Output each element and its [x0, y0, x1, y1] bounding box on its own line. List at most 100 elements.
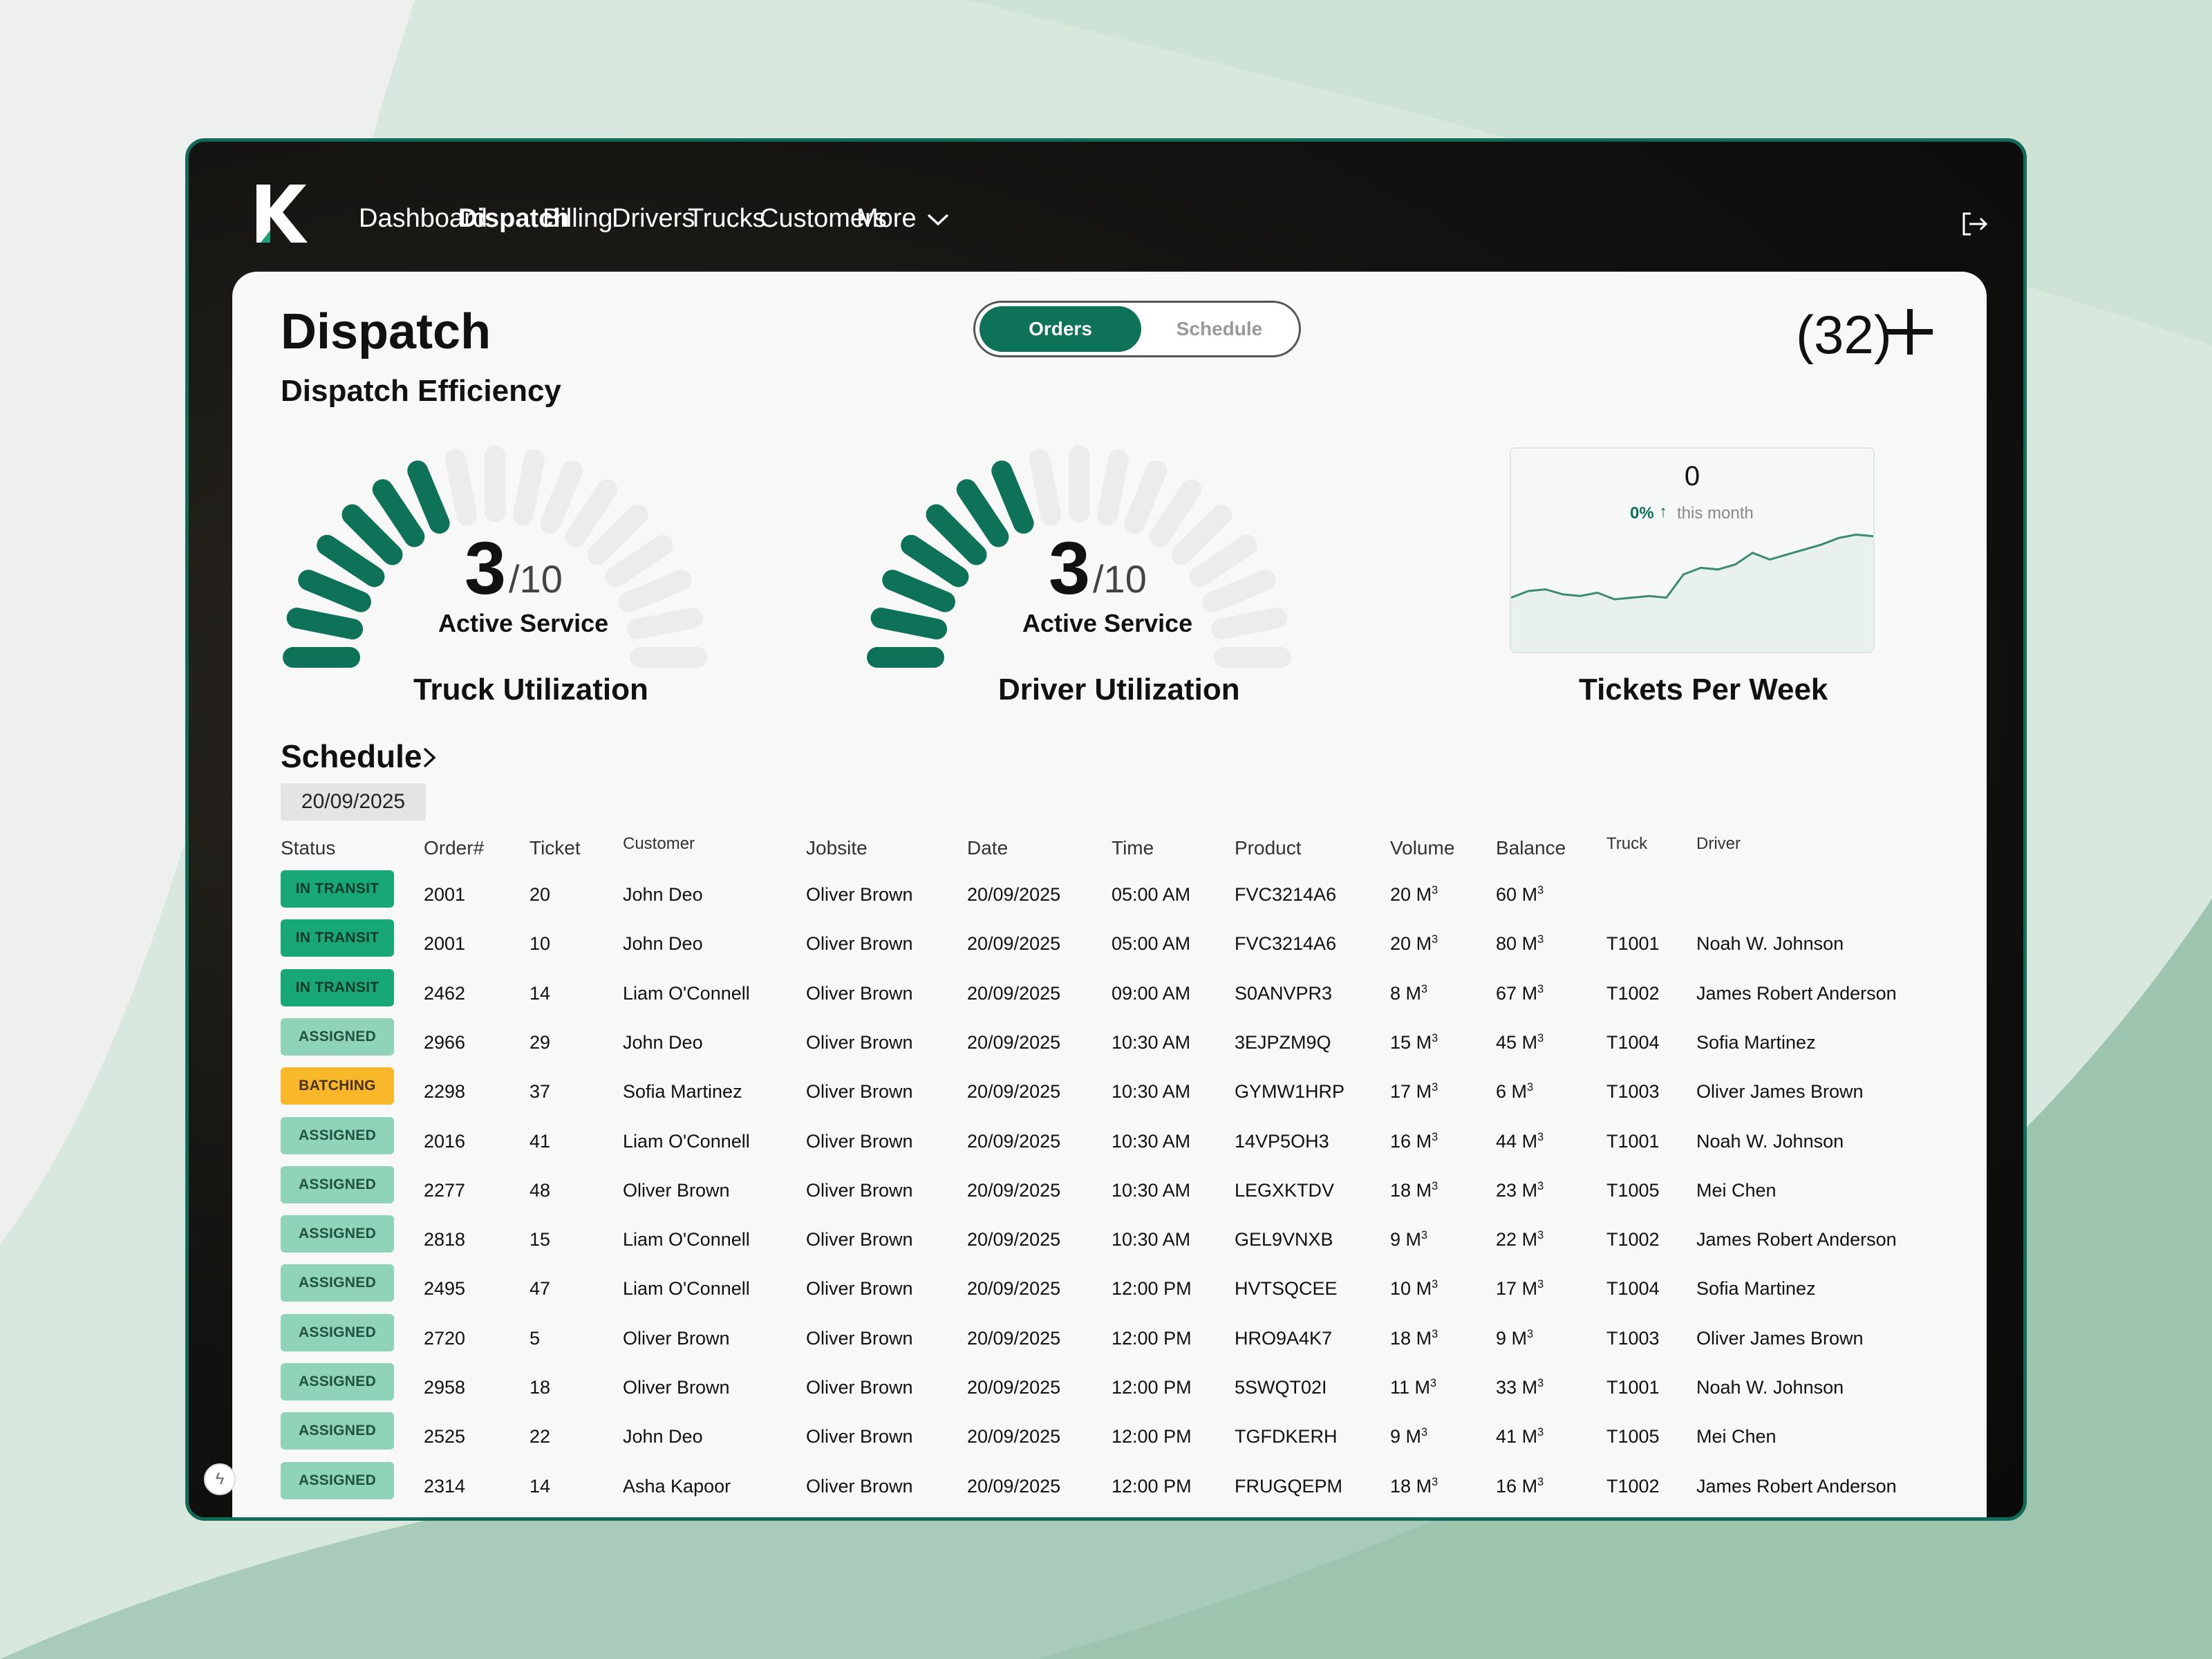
volume-unit: M [1416, 1031, 1432, 1053]
col-order[interactable]: Order# [424, 837, 485, 859]
nav-dashboard[interactable]: Dashboard [359, 204, 487, 233]
dispatch-panel: Dispatch Dispatch Efficiency Orders Sche… [232, 272, 1987, 1517]
cell-truck: T1005 [1606, 1426, 1660, 1447]
cell-volume: 9 M3 [1390, 1426, 1428, 1447]
cell-product: FVC3214A6 [1235, 933, 1337, 955]
cell-order: 2016 [424, 1130, 466, 1152]
status-badge: ASSIGNED [281, 1412, 394, 1450]
cell-order: 2298 [424, 1081, 466, 1103]
table-row[interactable]: ASSIGNED 2277 48 Oliver Brown Oliver Brown 20… [232, 1165, 1987, 1215]
balance-unit: M [1521, 1426, 1538, 1447]
col-product[interactable]: Product [1235, 837, 1302, 859]
cell-volume: 20 M3 [1390, 884, 1438, 905]
cell-order: 2818 [424, 1229, 466, 1250]
cell-order: 2966 [424, 1031, 466, 1053]
truck-utilization-gauge: 3 /10 Active Service [274, 436, 716, 671]
table-row[interactable]: BATCHING 2298 37 Sofia Martinez Oliver Brown… [232, 1067, 1987, 1116]
nav-dispatch[interactable]: Dispatch [458, 204, 570, 233]
balance-unit: M [1521, 1475, 1538, 1497]
table-row[interactable]: ASSIGNED 2966 29 John Deo Oliver Brown 20/09/… [232, 1018, 1987, 1067]
cell-jobsite: Oliver Brown [806, 982, 913, 1004]
volume-unit: M [1416, 1475, 1432, 1497]
volume-value: 15 [1390, 1031, 1412, 1053]
table-row[interactable]: ASSIGNED 2495 47 Liam O'Connell Oliver Brown… [232, 1264, 1987, 1313]
gauge-segment [512, 449, 545, 526]
col-driver[interactable]: Driver [1696, 834, 1741, 853]
balance-value: 33 [1496, 1377, 1517, 1398]
driver-utilization-gauge: 3 /10 Active Service [858, 436, 1300, 671]
toggle-schedule[interactable]: Schedule [1176, 318, 1263, 339]
cell-truck: T1004 [1606, 1278, 1660, 1300]
gauge-segment [870, 608, 948, 640]
lightning-icon[interactable]: ϟ [204, 1463, 236, 1495]
chevron-right-icon[interactable] [420, 746, 438, 769]
table-row[interactable]: IN TRANSIT 2001 20 John Deo Oliver Brown 20/0… [232, 870, 1987, 919]
cell-product: LEGXKTDV [1235, 1179, 1335, 1201]
gauge-segment [926, 504, 987, 565]
cell-product: 14VP5OH3 [1235, 1130, 1329, 1152]
balance-unit: M [1521, 1130, 1538, 1152]
cell-jobsite: Oliver Brown [806, 1031, 913, 1053]
nav-trucks[interactable]: Trucks [688, 204, 766, 233]
driver-gauge-value: 3 [1049, 526, 1091, 610]
col-time[interactable]: Time [1112, 837, 1154, 859]
table-row[interactable]: ASSIGNED 2525 22 John Deo Oliver Brown 20/09/… [232, 1412, 1987, 1461]
cell-customer: Oliver Brown [623, 1327, 730, 1349]
balance-value: 44 [1496, 1130, 1517, 1152]
gauge-segment [407, 460, 450, 534]
table-row[interactable]: ASSIGNED 2958 18 Oliver Brown Oliver Brown 20… [232, 1363, 1987, 1412]
table-row[interactable]: ASSIGNED 2016 41 Liam O'Connell Oliver Brown… [232, 1116, 1987, 1165]
nav-billing[interactable]: Billing [543, 204, 613, 233]
volume-value: 10 [1390, 1278, 1412, 1300]
balance-unit: M [1521, 1377, 1538, 1398]
col-truck[interactable]: Truck [1606, 834, 1648, 853]
col-customer[interactable]: Customer [623, 834, 695, 853]
cell-time: 10:30 AM [1112, 1031, 1191, 1053]
cell-date: 20/09/2025 [967, 1130, 1061, 1152]
status-badge: ASSIGNED [281, 1461, 394, 1499]
table-row[interactable]: ASSIGNED 2818 15 Liam O'Connell Oliver Brown… [232, 1215, 1987, 1264]
cell-order: 2001 [424, 884, 466, 905]
logo[interactable] [254, 182, 310, 245]
schedule-heading[interactable]: Schedule [281, 738, 422, 774]
table-row[interactable]: ASSIGNED 2720 5 Oliver Brown Oliver Brown 20/… [232, 1313, 1987, 1362]
gauge-segment [1124, 460, 1167, 534]
nav-drivers[interactable]: Drivers [612, 204, 695, 233]
table-row[interactable]: IN TRANSIT 2001 10 John Deo Oliver Brown 20/0… [232, 919, 1987, 968]
balance-value: 45 [1496, 1031, 1517, 1053]
col-volume[interactable]: Volume [1390, 837, 1455, 859]
cell-customer: John Deo [623, 1031, 703, 1053]
chevron-down-icon [927, 214, 949, 226]
cell-date: 20/09/2025 [967, 1475, 1061, 1497]
cell-product: GYMW1HRP [1235, 1081, 1345, 1103]
table-row[interactable]: ASSIGNED 2314 14 Asha Kapoor Oliver Brown 20/… [232, 1461, 1987, 1510]
nav-customers[interactable]: Customers [760, 204, 887, 233]
cell-driver: Sofia Martinez [1696, 1031, 1816, 1053]
toggle-orders[interactable]: Orders [980, 306, 1141, 352]
col-balance[interactable]: Balance [1496, 837, 1566, 859]
gauge-segment [1203, 570, 1276, 612]
nav-more[interactable]: More [856, 204, 950, 234]
col-ticket[interactable]: Ticket [529, 837, 581, 859]
plus-icon[interactable] [1883, 305, 1937, 359]
cell-jobsite: Oliver Brown [806, 1081, 913, 1103]
volume-value: 18 [1390, 1327, 1412, 1349]
table-row[interactable]: IN TRANSIT 2462 14 Liam O'Connell Oliver Bro… [232, 968, 1987, 1018]
tickets-title: Tickets Per Week [1579, 673, 1828, 706]
cell-order: 2720 [424, 1327, 466, 1349]
volume-value: 16 [1390, 1130, 1412, 1152]
cell-time: 12:00 PM [1112, 1377, 1192, 1398]
cell-driver: Mei Chen [1696, 1179, 1777, 1201]
volume-value: 20 [1390, 884, 1412, 905]
col-status[interactable]: Status [281, 837, 336, 859]
cell-time: 10:30 AM [1112, 1081, 1191, 1103]
tickets-chart-card: 0 0% ↑ this month [1510, 447, 1875, 653]
col-jobsite[interactable]: Jobsite [806, 837, 868, 859]
col-date[interactable]: Date [967, 837, 1009, 859]
status-badge: ASSIGNED [281, 1215, 394, 1253]
logout-icon[interactable] [1958, 208, 1990, 240]
cell-date: 20/09/2025 [967, 982, 1061, 1004]
schedule-date-picker[interactable]: 20/09/2025 [281, 783, 426, 821]
volume-unit: M [1416, 1130, 1432, 1152]
cell-volume: 17 M3 [1390, 1081, 1438, 1103]
